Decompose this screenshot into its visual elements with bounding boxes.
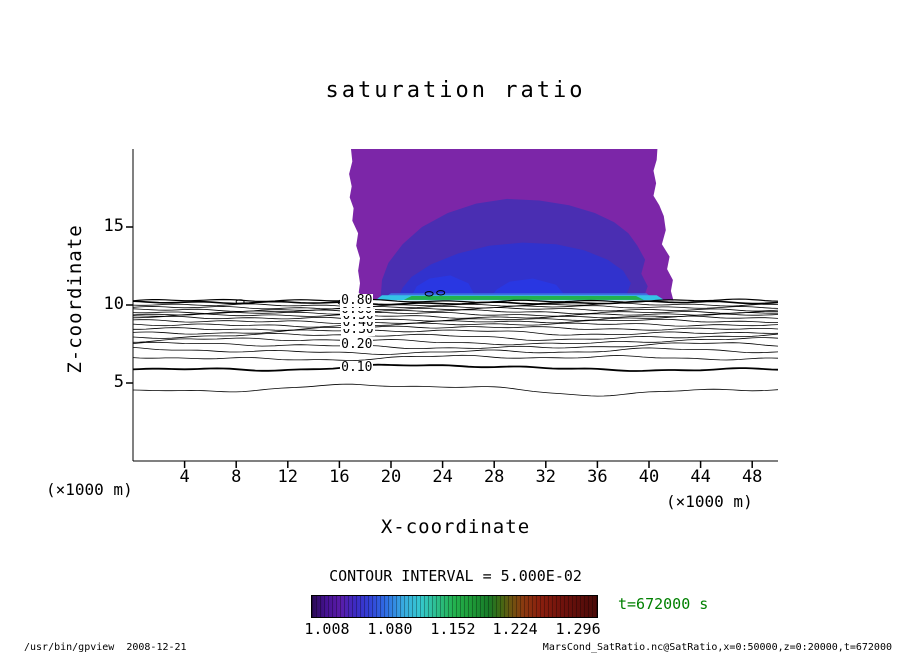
contour-line (132, 337, 778, 346)
colorbar-tick-label: 1.008 (304, 620, 350, 638)
contour-line (132, 315, 778, 322)
contour-line (132, 347, 778, 355)
filled-region-deep-blue-blob-2 (491, 278, 566, 296)
filled-region-green-band (403, 296, 644, 300)
y-tick-label: 5 (113, 372, 124, 392)
x-tick-label: 8 (231, 467, 242, 487)
contour-line (132, 300, 778, 306)
x-axis-unit-left: (×1000 m) (46, 480, 133, 499)
contour-line (132, 298, 778, 303)
x-tick-label: 40 (638, 467, 660, 487)
contour-line (132, 341, 778, 349)
x-tick-label: 24 (432, 467, 453, 487)
colorbar-tick-label: 1.224 (492, 620, 538, 638)
y-axis-label: Z-coordinate (64, 224, 86, 374)
x-tick-label: 16 (329, 467, 350, 487)
small-contour-loop (235, 299, 245, 305)
contour-line (132, 309, 778, 315)
colorbar-tick-label: 1.080 (367, 620, 413, 638)
contour-line (132, 332, 778, 341)
x-tick-label: 44 (690, 467, 711, 487)
contour-line (132, 313, 778, 319)
contour-line (132, 363, 778, 372)
x-tick-label: 4 (179, 467, 190, 487)
footer-source: MarsCond_SatRatio.nc@SatRatio,x=0:50000,… (542, 642, 892, 653)
y-tick-label: 10 (103, 294, 124, 314)
footer-program: /usr/bin/gpview 2008-12-21 (24, 642, 187, 653)
small-contour-loop (424, 291, 434, 297)
contour-interval-text: CONTOUR INTERVAL = 5.000E-02 (329, 567, 582, 585)
x-tick-label: 20 (380, 467, 402, 487)
x-tick-label: 12 (277, 467, 299, 487)
x-tick-label: 36 (587, 467, 608, 487)
contour-value-label: 0.20 (340, 337, 374, 353)
contour-line (132, 311, 778, 317)
colorbar-tick-label: 1.152 (430, 620, 476, 638)
x-tick-label: 28 (483, 467, 505, 487)
contour-line (132, 383, 778, 397)
contour-line (132, 318, 778, 324)
colorbar-tick-label: 1.296 (555, 620, 601, 638)
contour-line (133, 325, 778, 331)
x-axis-label: X-coordinate (380, 516, 531, 538)
x-axis-unit-right: (×1000 m) (666, 492, 753, 511)
x-tick-label: 48 (741, 467, 763, 487)
contour-line (132, 354, 778, 361)
time-annotation: t=672000 s (618, 595, 709, 613)
contour-line (132, 307, 778, 312)
contour-plot-canvas (126, 149, 778, 468)
small-contour-loop (436, 290, 446, 296)
contour-value-label: 0.10 (340, 359, 374, 375)
chart-title: saturation ratio (325, 78, 586, 103)
contour-line (132, 305, 778, 310)
x-tick-label: 32 (535, 467, 557, 487)
filled-region-deep-blue-blob-1 (411, 275, 475, 296)
contour-line (132, 322, 778, 328)
colorbar (311, 595, 598, 618)
colorbar-gradient (312, 596, 597, 617)
y-tick-label: 15 (103, 216, 124, 236)
contour-line (132, 329, 778, 336)
contour-value-label: 0.80 (340, 293, 374, 309)
